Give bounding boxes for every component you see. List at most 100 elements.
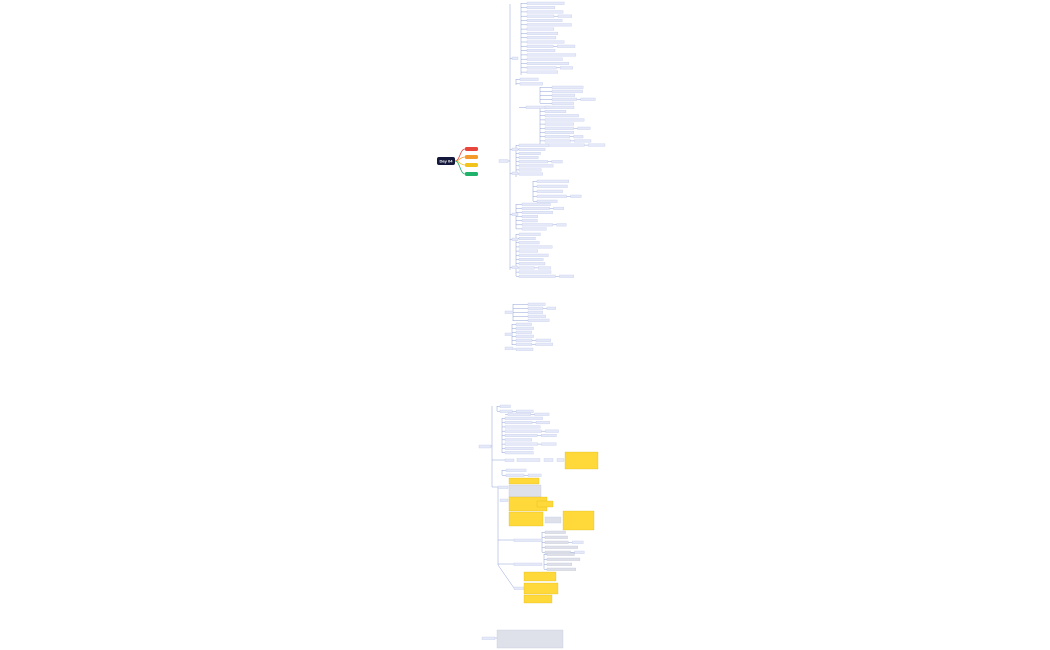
topic-node[interactable] xyxy=(574,139,592,143)
topic-node[interactable] xyxy=(526,10,564,14)
topic-node[interactable] xyxy=(518,249,538,253)
topic-node[interactable] xyxy=(504,429,542,433)
topic-node[interactable] xyxy=(519,82,543,86)
topic-node[interactable] xyxy=(508,511,544,527)
topic-node[interactable] xyxy=(518,143,550,147)
topic-node[interactable] xyxy=(504,458,515,462)
topic-node[interactable] xyxy=(518,147,546,151)
topic-node[interactable] xyxy=(518,232,541,236)
topic-node[interactable] xyxy=(526,36,557,40)
topic-node[interactable] xyxy=(504,416,543,420)
topic-node[interactable] xyxy=(536,184,568,188)
topic-node[interactable] xyxy=(515,338,533,342)
topic-node[interactable] xyxy=(573,135,584,139)
topic-node[interactable] xyxy=(535,338,551,342)
topic-node[interactable] xyxy=(504,332,513,336)
topic-node[interactable] xyxy=(551,101,574,105)
topic-node[interactable] xyxy=(504,438,532,442)
topic-node[interactable] xyxy=(478,444,492,449)
topic-node[interactable] xyxy=(551,93,575,97)
topic-node[interactable] xyxy=(546,557,581,561)
topic-node[interactable] xyxy=(536,179,570,183)
branch-node[interactable] xyxy=(465,155,478,159)
topic-node[interactable] xyxy=(516,458,541,462)
topic-node[interactable] xyxy=(518,253,549,257)
topic-node[interactable] xyxy=(527,310,543,314)
topic-node[interactable] xyxy=(544,122,574,126)
topic-node[interactable] xyxy=(518,156,539,160)
topic-node[interactable] xyxy=(557,14,573,18)
topic-node[interactable] xyxy=(516,409,534,413)
topic-node[interactable] xyxy=(544,126,574,130)
topic-node[interactable] xyxy=(518,266,535,270)
branch-node[interactable] xyxy=(465,163,478,167)
topic-node[interactable] xyxy=(521,202,551,206)
topic-node[interactable] xyxy=(481,636,496,640)
topic-node[interactable] xyxy=(544,114,579,118)
topic-node[interactable] xyxy=(504,425,541,429)
topic-node[interactable] xyxy=(526,53,577,57)
topic-node[interactable] xyxy=(508,477,540,485)
topic-node[interactable] xyxy=(574,550,585,554)
topic-node[interactable] xyxy=(527,473,542,477)
topic-node[interactable] xyxy=(523,582,559,595)
topic-node[interactable] xyxy=(504,310,514,314)
topic-node[interactable] xyxy=(526,57,563,61)
topic-node[interactable] xyxy=(499,409,513,413)
topic-node[interactable] xyxy=(564,451,599,470)
topic-node[interactable] xyxy=(526,23,572,27)
topic-node[interactable] xyxy=(518,270,552,274)
topic-node[interactable] xyxy=(560,66,573,70)
topic-node[interactable] xyxy=(526,27,555,31)
topic-node[interactable] xyxy=(527,302,546,306)
topic-node[interactable] xyxy=(526,66,557,70)
topic-node[interactable] xyxy=(518,274,556,278)
topic-node[interactable] xyxy=(521,227,547,231)
topic-node[interactable] xyxy=(527,306,544,310)
topic-node[interactable] xyxy=(499,404,511,408)
topic-node[interactable] xyxy=(535,342,553,346)
topic-node[interactable] xyxy=(515,342,532,346)
topic-node[interactable] xyxy=(515,334,534,338)
topic-node[interactable] xyxy=(518,241,540,245)
topic-node[interactable] xyxy=(497,485,509,489)
topic-node[interactable] xyxy=(546,562,573,566)
topic-node[interactable] xyxy=(544,131,574,134)
topic-node[interactable] xyxy=(505,468,527,472)
topic-node[interactable] xyxy=(536,189,563,193)
topic-node[interactable] xyxy=(526,31,559,35)
topic-node[interactable] xyxy=(511,171,519,175)
topic-node[interactable] xyxy=(518,172,543,176)
topic-node[interactable] xyxy=(515,322,532,326)
topic-node[interactable] xyxy=(515,347,534,351)
topic-node[interactable] xyxy=(527,314,546,318)
topic-node[interactable] xyxy=(545,429,559,433)
topic-node[interactable] xyxy=(544,545,578,549)
branch-node[interactable] xyxy=(465,172,478,176)
topic-node[interactable] xyxy=(504,421,533,425)
topic-node[interactable] xyxy=(518,168,542,172)
topic-node[interactable] xyxy=(526,70,558,74)
topic-node[interactable] xyxy=(546,306,556,310)
topic-node[interactable] xyxy=(521,206,550,210)
topic-node[interactable] xyxy=(496,629,564,649)
topic-node[interactable] xyxy=(513,586,525,590)
topic-node[interactable] xyxy=(526,14,555,18)
topic-node[interactable] xyxy=(518,245,553,249)
topic-node[interactable] xyxy=(544,530,566,534)
topic-node[interactable] xyxy=(504,451,534,455)
topic-node[interactable] xyxy=(536,500,554,508)
topic-node[interactable] xyxy=(511,265,519,269)
topic-node[interactable] xyxy=(526,49,556,53)
topic-node[interactable] xyxy=(518,160,548,164)
topic-node[interactable] xyxy=(544,139,571,143)
topic-node[interactable] xyxy=(518,262,546,266)
topic-node[interactable] xyxy=(519,77,539,81)
topic-node[interactable] xyxy=(523,571,557,582)
topic-node[interactable] xyxy=(544,118,585,122)
topic-node[interactable] xyxy=(515,326,534,330)
topic-node[interactable] xyxy=(518,258,544,261)
topic-node[interactable] xyxy=(518,237,536,240)
topic-node[interactable] xyxy=(544,535,568,539)
topic-node[interactable] xyxy=(499,498,509,502)
